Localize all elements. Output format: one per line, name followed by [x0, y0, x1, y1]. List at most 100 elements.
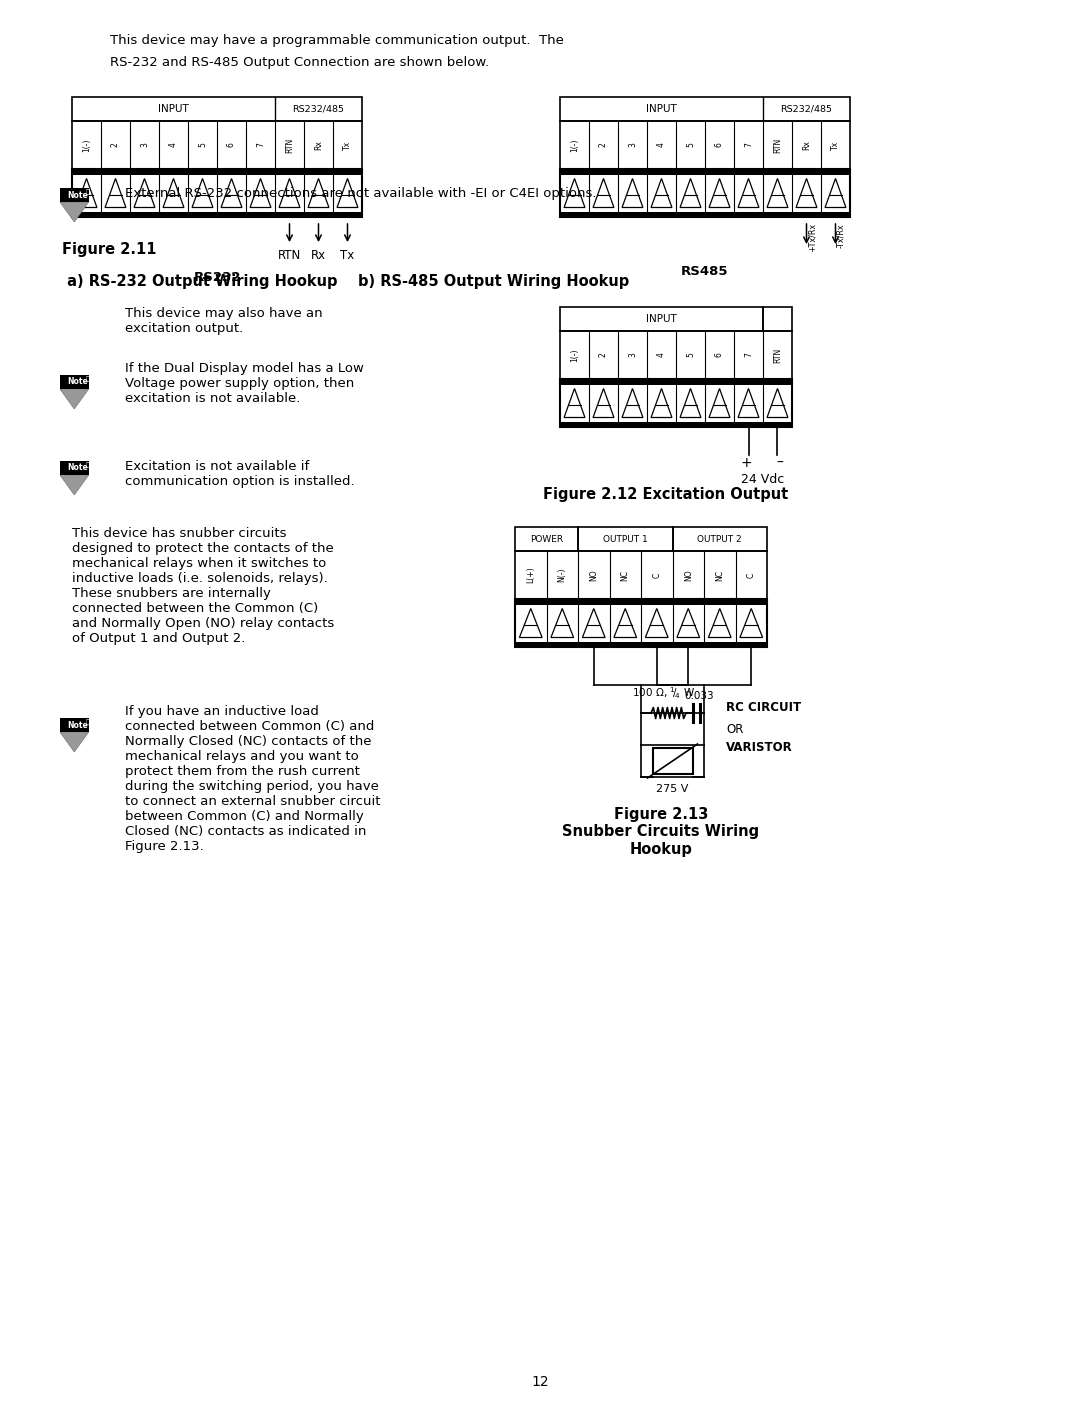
Text: 100 $\Omega$, $\mathregular{^1\!/\!_4}$ W: 100 $\Omega$, $\mathregular{^1\!/\!_4}$ … — [632, 685, 696, 700]
Text: 6: 6 — [227, 143, 237, 147]
Text: 4: 4 — [657, 353, 666, 357]
Text: 12: 12 — [531, 1375, 549, 1389]
Text: OUTPUT 2: OUTPUT 2 — [698, 535, 742, 544]
Text: 6: 6 — [715, 353, 724, 357]
Text: Ⓔ: Ⓔ — [85, 189, 89, 195]
Text: 2: 2 — [111, 143, 120, 147]
Text: C: C — [652, 572, 661, 578]
Text: 3: 3 — [627, 353, 637, 357]
Text: 5: 5 — [686, 353, 696, 357]
Bar — [515, 599, 767, 604]
Text: Rx: Rx — [311, 249, 326, 263]
Text: 2: 2 — [599, 353, 608, 357]
Text: 7: 7 — [256, 143, 265, 147]
Text: This device may also have an
excitation output.: This device may also have an excitation … — [125, 306, 323, 335]
Text: INPUT: INPUT — [646, 104, 677, 114]
Bar — [561, 378, 792, 426]
Text: -Tx/Rx: -Tx/Rx — [837, 223, 846, 247]
Text: VARISTOR: VARISTOR — [726, 740, 793, 754]
Text: 7: 7 — [744, 143, 753, 147]
Text: RS232: RS232 — [193, 271, 241, 284]
Bar — [561, 169, 850, 217]
Text: RTN: RTN — [773, 347, 782, 363]
Bar — [561, 422, 792, 426]
Text: If you have an inductive load
connected between Common (C) and
Normally Closed (: If you have an inductive load connected … — [125, 705, 380, 853]
Bar — [60, 374, 89, 390]
Text: Note: Note — [67, 377, 89, 387]
Text: 5: 5 — [198, 143, 207, 147]
Text: 4: 4 — [657, 143, 666, 147]
Text: +Tx/Rx: +Tx/Rx — [808, 223, 816, 253]
Text: This device may have a programmable communication output.  The: This device may have a programmable comm… — [110, 34, 564, 47]
Text: NO: NO — [684, 569, 692, 580]
Text: NO: NO — [590, 569, 598, 580]
Text: Note: Note — [67, 720, 89, 730]
Text: 5: 5 — [686, 143, 696, 147]
Bar — [578, 527, 673, 551]
Polygon shape — [60, 733, 89, 753]
Bar — [515, 551, 767, 599]
Polygon shape — [60, 202, 89, 222]
Text: Tx: Tx — [343, 140, 352, 150]
Text: 1(-): 1(-) — [570, 138, 579, 151]
Bar — [561, 121, 850, 169]
Text: Ⓔ: Ⓔ — [85, 376, 89, 381]
Text: 24 Vdc: 24 Vdc — [741, 473, 785, 486]
Bar — [515, 641, 767, 647]
Text: RS232/485: RS232/485 — [293, 104, 345, 113]
Text: RTN: RTN — [278, 249, 301, 263]
Bar — [561, 169, 850, 175]
Bar — [673, 527, 767, 551]
Text: RS-232 and RS-485 Output Connection are shown below.: RS-232 and RS-485 Output Connection are … — [110, 56, 489, 69]
Text: 6: 6 — [715, 143, 724, 147]
Bar — [561, 330, 792, 378]
Text: Rx: Rx — [314, 140, 323, 150]
Bar — [652, 748, 692, 774]
Text: RC CIRCUIT: RC CIRCUIT — [726, 700, 801, 713]
Text: Ⓔ: Ⓔ — [85, 462, 89, 467]
Bar — [60, 188, 89, 202]
Text: C: C — [746, 572, 756, 578]
Bar — [72, 169, 362, 217]
Text: NC: NC — [715, 569, 725, 580]
Bar — [72, 169, 362, 175]
Text: Figure 2.11: Figure 2.11 — [62, 241, 157, 257]
Text: RS485: RS485 — [681, 265, 729, 278]
Text: 1(-): 1(-) — [570, 349, 579, 361]
Bar — [561, 378, 792, 384]
Polygon shape — [60, 390, 89, 409]
Text: This device has snubber circuits
designed to protect the contacts of the
mechani: This device has snubber circuits designe… — [72, 527, 334, 645]
Bar — [72, 212, 362, 217]
Text: Ⓔ: Ⓔ — [85, 719, 89, 724]
Text: +: + — [741, 456, 753, 470]
Text: INPUT: INPUT — [646, 313, 677, 323]
Text: OR: OR — [726, 723, 743, 736]
Text: Note: Note — [67, 191, 89, 199]
Text: a) RS-232 Output Wiring Hookup    b) RS-485 Output Wiring Hookup: a) RS-232 Output Wiring Hookup b) RS-485… — [62, 274, 630, 289]
Bar — [72, 97, 362, 121]
Text: 1(-): 1(-) — [82, 138, 91, 151]
Bar — [561, 306, 762, 330]
Text: POWER: POWER — [530, 535, 563, 544]
Text: Tx: Tx — [831, 140, 840, 150]
Polygon shape — [60, 476, 89, 496]
Text: –: – — [777, 456, 783, 470]
Text: 275 V: 275 V — [657, 784, 689, 794]
Text: 4: 4 — [168, 143, 178, 147]
Bar — [762, 306, 792, 330]
Text: RTN: RTN — [773, 137, 782, 152]
Text: 7: 7 — [744, 353, 753, 357]
Text: OUTPUT 1: OUTPUT 1 — [603, 535, 648, 544]
Text: Figure 2.12 Excitation Output: Figure 2.12 Excitation Output — [543, 487, 788, 503]
Text: INPUT: INPUT — [158, 104, 189, 114]
Text: 3: 3 — [627, 143, 637, 147]
Bar — [515, 527, 578, 551]
Text: L(+): L(+) — [526, 566, 536, 583]
Text: 0.033: 0.033 — [685, 690, 714, 700]
Bar — [561, 97, 850, 121]
Text: NC: NC — [621, 569, 630, 580]
Text: Figure 2.13
Snubber Circuits Wiring
Hookup: Figure 2.13 Snubber Circuits Wiring Hook… — [563, 808, 759, 857]
Bar — [515, 599, 767, 647]
Text: Rx: Rx — [802, 140, 811, 150]
Bar — [60, 717, 89, 733]
